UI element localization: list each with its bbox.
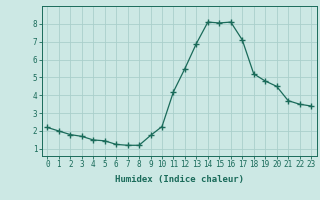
X-axis label: Humidex (Indice chaleur): Humidex (Indice chaleur) — [115, 175, 244, 184]
